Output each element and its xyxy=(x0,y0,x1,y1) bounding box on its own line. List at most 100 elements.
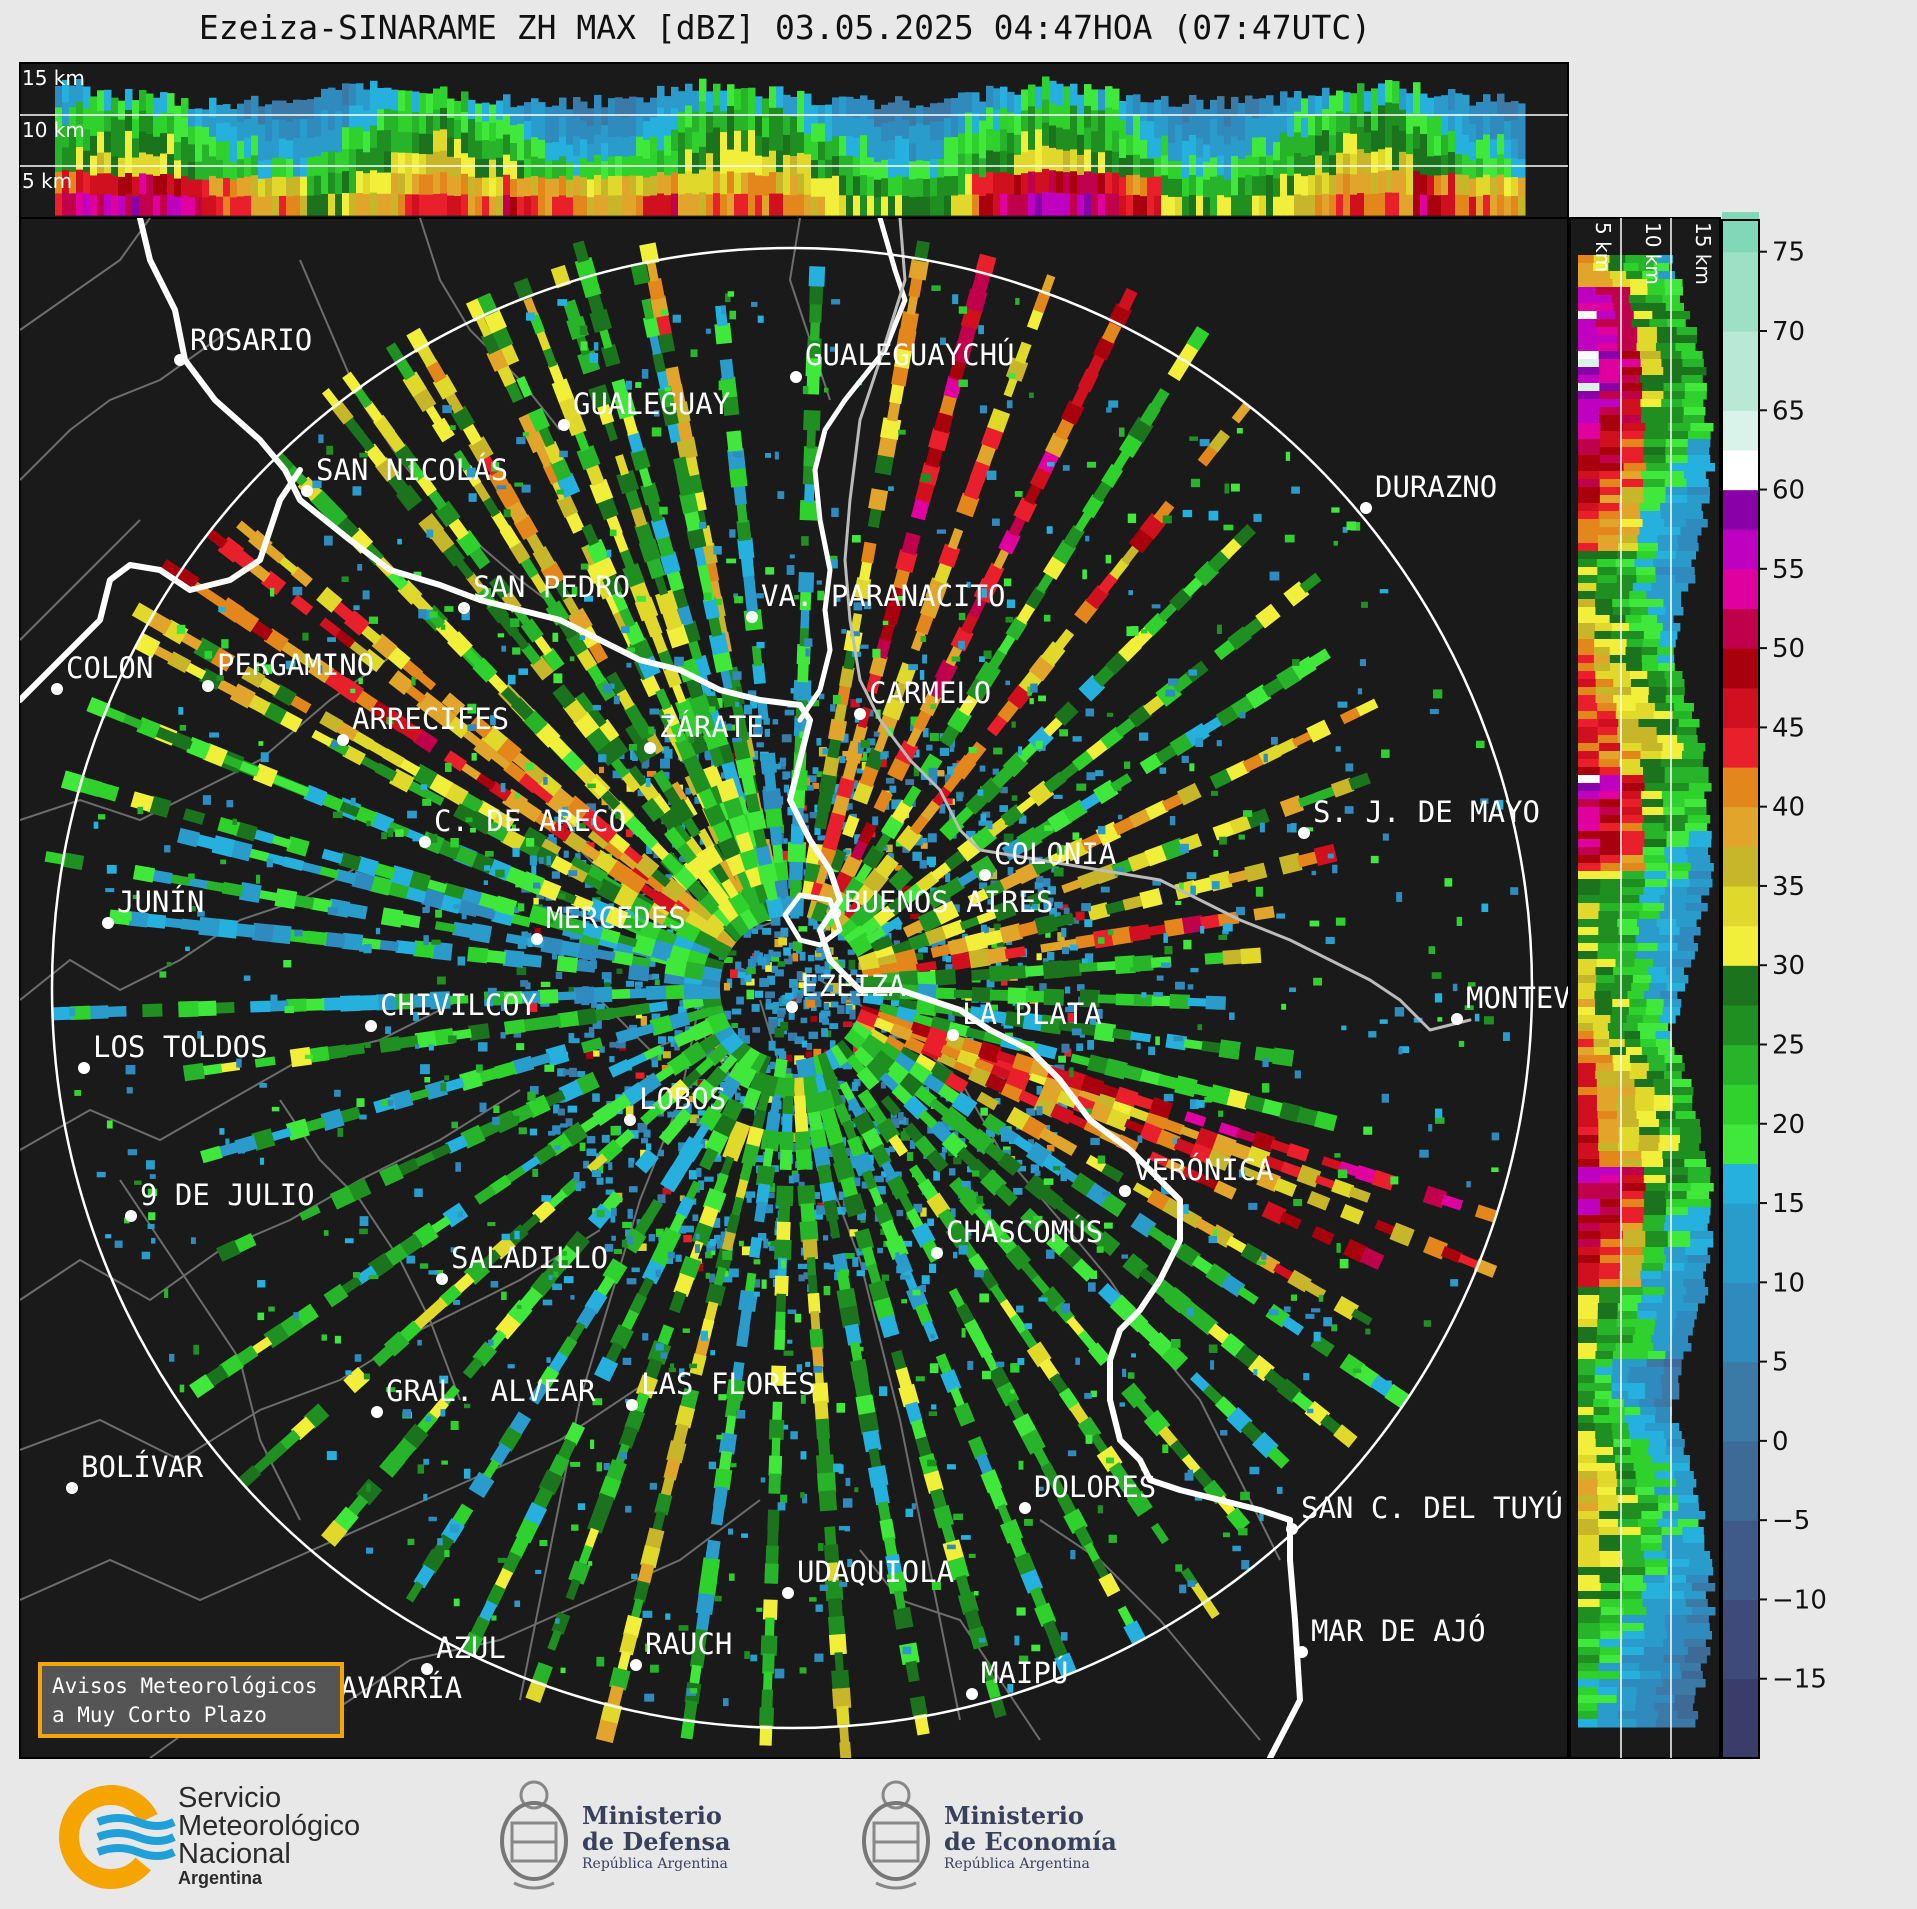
echo-cell xyxy=(1023,482,1043,506)
echo-cell xyxy=(176,827,200,848)
profile-cell xyxy=(286,121,294,141)
profile-cell xyxy=(951,195,959,216)
echo-cell xyxy=(788,1011,795,1020)
profile-cell xyxy=(839,195,847,216)
echo-cell xyxy=(1269,571,1280,581)
profile-cell xyxy=(370,192,378,216)
echo-cell xyxy=(845,1252,855,1259)
profile-cell xyxy=(447,137,455,158)
echo-cell xyxy=(1076,1043,1084,1052)
profile-cell xyxy=(1364,132,1372,154)
echo-cell xyxy=(607,1093,632,1116)
profile-cell xyxy=(153,195,161,216)
profile-cell xyxy=(1175,124,1183,144)
echo-cell xyxy=(843,1060,852,1070)
profile-cell xyxy=(685,149,693,172)
profile-cell xyxy=(1469,142,1477,161)
echo-cell xyxy=(878,757,887,768)
profile-cell xyxy=(496,119,504,140)
echo-cell xyxy=(639,242,660,266)
echo-cell xyxy=(555,971,563,979)
profile-cell xyxy=(489,178,497,198)
echo-cell xyxy=(637,789,644,797)
echo-cell xyxy=(1069,1402,1090,1426)
profile-cell xyxy=(1210,138,1218,159)
echo-cell xyxy=(917,970,939,987)
profile-cell xyxy=(1175,178,1183,198)
echo-cell xyxy=(388,821,410,837)
profile-cell xyxy=(720,132,728,154)
profile-cell xyxy=(601,107,609,126)
profile-cell xyxy=(622,195,630,216)
echo-cell xyxy=(756,699,769,720)
echo-cell xyxy=(1151,604,1161,609)
profile-cell xyxy=(328,130,336,152)
echo-cell xyxy=(1226,1235,1249,1255)
echo-cell xyxy=(823,1199,840,1222)
echo-cell xyxy=(654,1492,673,1516)
profile-cell xyxy=(62,192,70,216)
profile-cell xyxy=(153,136,161,157)
echo-cell xyxy=(919,691,942,717)
echo-cell xyxy=(890,1118,900,1128)
echo-cell xyxy=(543,440,564,465)
echo-cell xyxy=(758,1707,775,1728)
echo-cell xyxy=(876,1011,899,1027)
profile-cell xyxy=(1091,131,1099,153)
profile-cell xyxy=(944,137,952,158)
echo-cell xyxy=(781,1028,787,1035)
echo-cell xyxy=(963,476,985,500)
profile-cell xyxy=(986,128,994,152)
echo-cell xyxy=(1306,827,1314,832)
echo-cell xyxy=(695,709,716,734)
echo-cell xyxy=(913,1203,923,1213)
echo-cell xyxy=(902,885,913,893)
echo-cell xyxy=(708,1461,717,1470)
echo-cell xyxy=(489,1442,512,1467)
echo-cell xyxy=(326,445,334,455)
echo-cell xyxy=(843,849,851,856)
echo-cell xyxy=(529,1002,538,1012)
profile-cell xyxy=(363,89,371,112)
profile-cell xyxy=(391,173,399,195)
echo-cell xyxy=(1026,1108,1036,1116)
profile-cell xyxy=(958,174,966,196)
echo-cell xyxy=(769,1061,776,1070)
profile-cell xyxy=(202,162,210,181)
echo-cell xyxy=(413,940,435,959)
echo-cell xyxy=(716,698,723,708)
profile-cell xyxy=(734,109,742,132)
echo-cell xyxy=(668,902,691,922)
profile-cell xyxy=(1476,177,1484,197)
echo-cell xyxy=(769,824,783,846)
echo-cell xyxy=(476,891,500,910)
echo-cell xyxy=(807,993,817,1002)
echo-cell xyxy=(234,821,258,842)
profile-cell xyxy=(1203,126,1211,146)
profile-cell xyxy=(1252,137,1260,158)
echo-cell xyxy=(819,1181,837,1204)
echo-cell xyxy=(643,1357,663,1382)
echo-cell xyxy=(856,977,865,984)
echo-cell xyxy=(580,274,602,299)
profile-cell xyxy=(1049,80,1057,104)
echo-cell xyxy=(625,980,635,987)
profile-cell xyxy=(1301,195,1309,216)
echo-cell xyxy=(573,986,595,1004)
profile-cell xyxy=(1238,102,1246,123)
echo-cell xyxy=(762,1653,775,1674)
profile-cell xyxy=(671,129,679,152)
echo-cell xyxy=(1035,1043,1058,1060)
profile-cell xyxy=(307,176,315,197)
echo-cell xyxy=(840,853,863,879)
profile-cell xyxy=(692,111,700,133)
echo-cell xyxy=(902,844,910,853)
echo-cell xyxy=(1113,816,1137,836)
echo-cell xyxy=(800,608,810,629)
profile-cell xyxy=(762,117,770,138)
echo-cell xyxy=(543,776,548,785)
echo-cell xyxy=(1118,287,1138,312)
echo-cell xyxy=(445,1134,469,1154)
profile-cell xyxy=(755,135,763,157)
profile-cell xyxy=(447,156,455,177)
